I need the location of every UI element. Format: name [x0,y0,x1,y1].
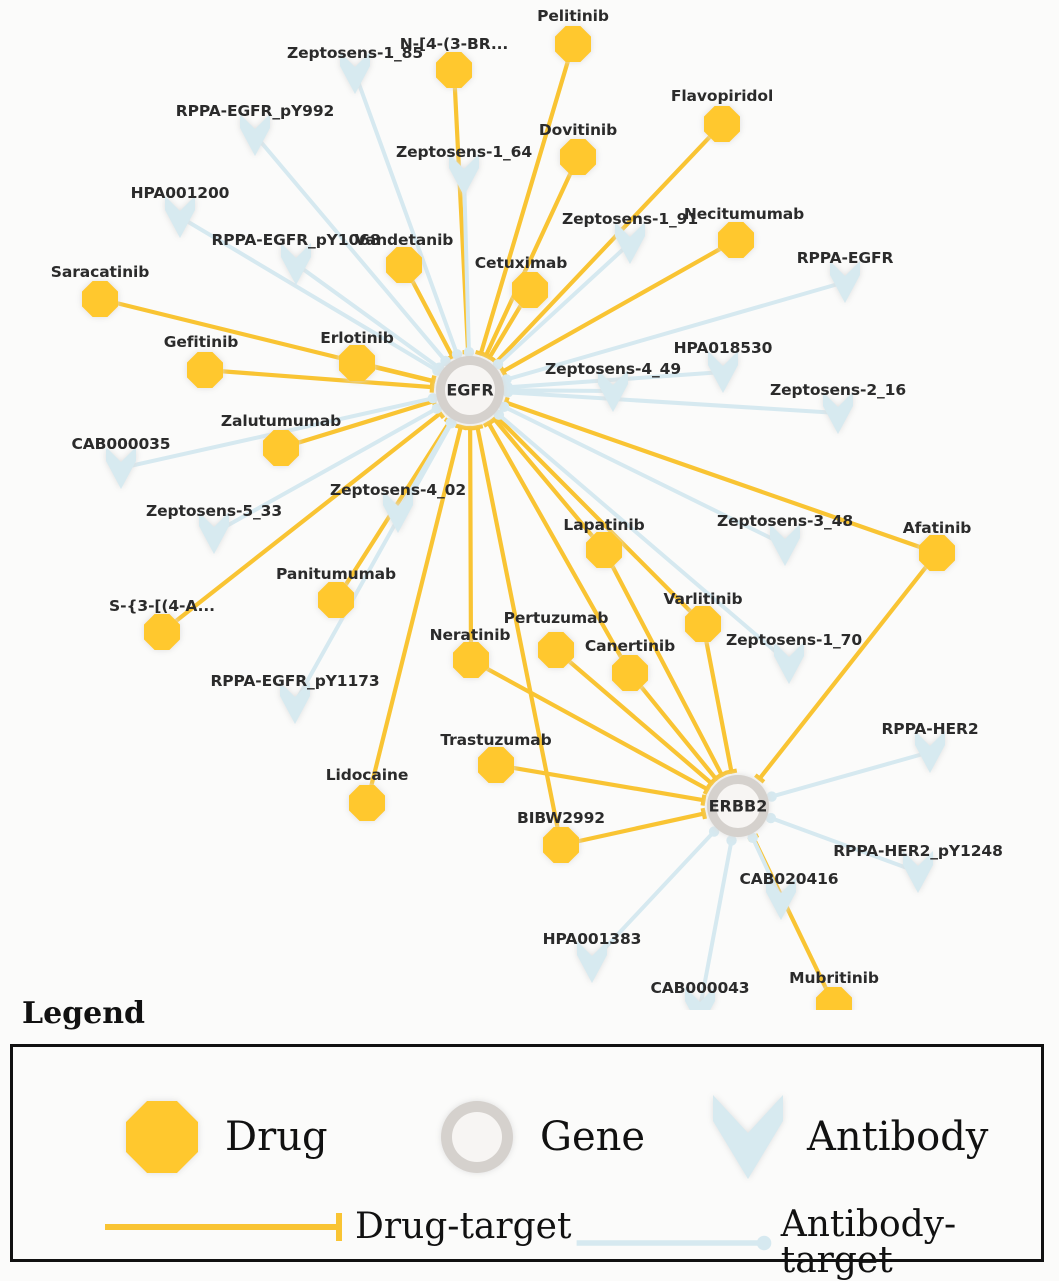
drug-edge-tbar [432,376,435,387]
antibody-target-edge[interactable] [508,390,613,391]
antibody-node[interactable] [774,642,804,684]
legend-edges-row: Drug-target Antibody-target [13,1207,1041,1259]
drug-node[interactable] [543,827,579,863]
drug-edge-tbar [455,426,466,429]
antibody-target-edge[interactable] [498,243,630,364]
antibody-node[interactable] [106,447,136,489]
antibody-node[interactable] [199,512,229,554]
drug-target-edge[interactable] [561,814,704,845]
legend-shapes-row: Drug Gene Antibody [13,1087,1041,1192]
antibody-edge-endpoint [503,387,513,397]
antibody-node[interactable] [340,52,370,94]
drug-node[interactable] [919,535,955,571]
line-circle-icon [573,1223,777,1263]
antibody-node[interactable] [449,154,479,196]
line-tbar-icon [101,1207,351,1247]
antibody-node[interactable] [280,682,310,724]
legend-title: Legend [22,996,145,1031]
octagon-icon [113,1087,211,1187]
legend-label-gene: Gene [540,1117,645,1157]
antibody-target-edge[interactable] [700,840,732,1008]
antibody-edge-endpoint [464,347,474,357]
drug-node[interactable] [704,106,740,142]
drug-edge-tbar [472,426,483,428]
drug-node[interactable] [436,52,472,88]
drug-node[interactable] [339,345,375,381]
legend-label-antibody: Antibody [807,1117,988,1157]
gene-node-label: EGFR [446,381,493,400]
legend-label-drug: Drug [225,1117,328,1157]
antibody-node[interactable] [830,261,860,303]
drug-node[interactable] [263,430,299,466]
drug-node[interactable] [453,642,489,678]
antibody-target-edge[interactable] [180,217,437,371]
drug-node[interactable] [816,987,852,1010]
antibody-node[interactable] [770,524,800,566]
drug-node[interactable] [478,747,514,783]
antibody-target-edge[interactable] [771,818,918,872]
legend-item-antibody-target: Antibody-target [573,1207,1041,1279]
drug-node[interactable] [512,272,548,308]
drug-node[interactable] [538,632,574,668]
drug-node[interactable] [318,582,354,618]
drug-target-edge[interactable] [497,417,703,624]
antibody-node[interactable] [383,491,413,533]
drug-node[interactable] [144,614,180,650]
antibody-node[interactable] [577,941,607,983]
nodes-layer [82,26,955,1010]
antibody-target-edge[interactable] [592,832,714,962]
chevron-down-icon [703,1087,793,1187]
drug-node[interactable] [386,247,422,283]
legend-item-drug: Drug [113,1087,328,1187]
legend-label-drug-target: Drug-target [355,1209,571,1245]
drug-node[interactable] [187,352,223,388]
drug-target-edge[interactable] [470,428,471,660]
ring-icon [428,1087,526,1187]
legend-box: Drug Gene Antibody [10,1044,1044,1262]
antibody-node[interactable] [903,851,933,893]
antibody-node[interactable] [165,196,195,238]
antibody-target-edge[interactable] [508,392,838,413]
antibody-node[interactable] [598,370,628,412]
gene-node-label: ERBB2 [709,797,768,816]
drug-node[interactable] [685,606,721,642]
network-graph[interactable] [0,0,1059,1010]
drug-node[interactable] [555,26,591,62]
legend-item-antibody: Antibody [703,1087,988,1187]
drug-node[interactable] [586,532,622,568]
antibody-node[interactable] [915,731,945,773]
antibody-node[interactable] [823,392,853,434]
antibody-node[interactable] [615,222,645,264]
legend-item-gene: Gene [428,1087,645,1187]
drug-edge-tbar [726,771,737,773]
drug-node[interactable] [718,222,754,258]
drug-node[interactable] [349,785,385,821]
drug-edge-tbar [703,808,705,819]
drug-node[interactable] [612,655,648,691]
legend-label-antibody-target: Antibody-target [781,1207,1041,1279]
drug-node[interactable] [560,139,596,175]
drug-edge-tbar [703,795,705,806]
drug-node[interactable] [82,281,118,317]
legend-item-drug-target: Drug-target [101,1207,571,1247]
antibody-target-edge[interactable] [772,752,930,797]
antibody-node[interactable] [708,351,738,393]
